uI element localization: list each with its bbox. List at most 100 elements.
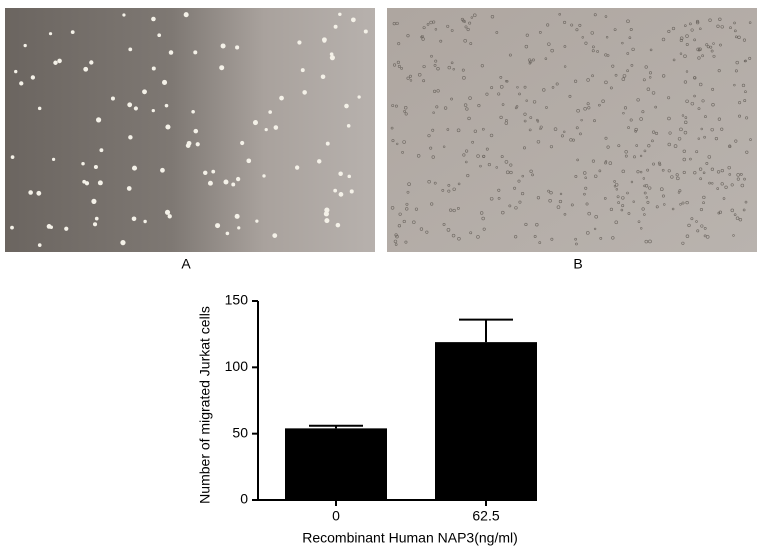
cell	[542, 88, 546, 92]
cell	[246, 158, 252, 164]
cell	[631, 47, 635, 51]
cell	[685, 34, 689, 38]
cell	[672, 58, 676, 62]
cell	[586, 102, 590, 106]
cell	[333, 188, 338, 193]
cell	[252, 120, 258, 126]
cell	[235, 45, 240, 50]
cell	[338, 171, 343, 176]
cell	[642, 177, 646, 180]
cell	[654, 105, 657, 109]
cell	[485, 147, 489, 151]
cell	[576, 158, 579, 162]
cell	[749, 138, 752, 141]
cell	[517, 179, 521, 183]
cell	[690, 28, 694, 32]
cell	[394, 104, 398, 108]
cell	[584, 186, 588, 190]
cell	[652, 130, 656, 134]
cell	[581, 36, 584, 39]
cell	[699, 82, 703, 87]
x-axis-label: Recombinant Human NAP3(ng/ml)	[302, 530, 518, 546]
cell	[601, 99, 605, 103]
cell	[627, 126, 630, 129]
cell	[160, 167, 165, 173]
cell	[395, 21, 399, 26]
cell	[599, 237, 603, 240]
cell	[604, 15, 608, 18]
cell	[575, 242, 578, 246]
cell	[397, 42, 401, 46]
cell	[549, 191, 553, 195]
cell	[495, 166, 499, 169]
cell	[684, 120, 688, 125]
cell	[736, 173, 740, 177]
cell	[338, 192, 344, 197]
cell	[324, 207, 330, 213]
cell	[555, 82, 559, 86]
x-tick-label: 62.5	[472, 508, 499, 524]
cell	[335, 222, 341, 228]
cell	[427, 180, 431, 184]
cell	[700, 224, 704, 228]
cell	[473, 129, 478, 133]
cell	[497, 197, 501, 200]
cell	[151, 66, 156, 71]
cell	[578, 23, 582, 27]
cell	[703, 135, 706, 139]
cell	[481, 216, 485, 221]
cell	[615, 188, 619, 191]
cell	[621, 196, 625, 200]
y-axis-label: Number of migrated Jurkat cells	[197, 306, 213, 504]
cell	[351, 17, 356, 23]
cell	[739, 173, 743, 176]
cell	[748, 56, 752, 60]
cell	[441, 188, 445, 192]
cell	[711, 87, 715, 91]
cell	[506, 80, 509, 83]
cell	[744, 200, 748, 204]
cell	[468, 21, 472, 25]
cell	[110, 96, 115, 101]
cell	[402, 140, 406, 144]
cell	[634, 127, 638, 132]
cell	[649, 48, 653, 52]
cell	[487, 163, 491, 167]
cell	[464, 149, 469, 153]
cell	[598, 169, 602, 173]
cell	[681, 241, 685, 245]
cell	[705, 43, 709, 47]
cell	[646, 168, 650, 172]
cell	[724, 185, 728, 189]
cell	[729, 26, 732, 30]
cell	[463, 38, 467, 43]
cell	[528, 58, 532, 62]
cell	[676, 176, 680, 181]
cell	[574, 79, 578, 83]
x-tick-label: 0	[332, 508, 340, 524]
cell	[583, 192, 586, 196]
cell	[593, 13, 597, 17]
cell	[594, 214, 598, 219]
cell	[663, 203, 666, 206]
cell	[48, 32, 53, 36]
cell	[563, 130, 566, 134]
cell	[490, 86, 494, 90]
cell	[193, 128, 199, 134]
cell	[427, 134, 431, 138]
cell	[718, 210, 722, 214]
cell	[393, 239, 398, 244]
cell	[346, 124, 351, 128]
cell	[583, 107, 587, 111]
cell	[433, 181, 437, 185]
cell	[689, 157, 692, 161]
cell	[699, 27, 702, 31]
cell	[547, 189, 550, 193]
cell	[164, 209, 171, 215]
cell	[447, 189, 451, 193]
cell	[654, 131, 659, 135]
cell	[667, 169, 671, 173]
cell	[522, 146, 526, 150]
cell	[398, 212, 402, 216]
cell	[693, 38, 696, 42]
